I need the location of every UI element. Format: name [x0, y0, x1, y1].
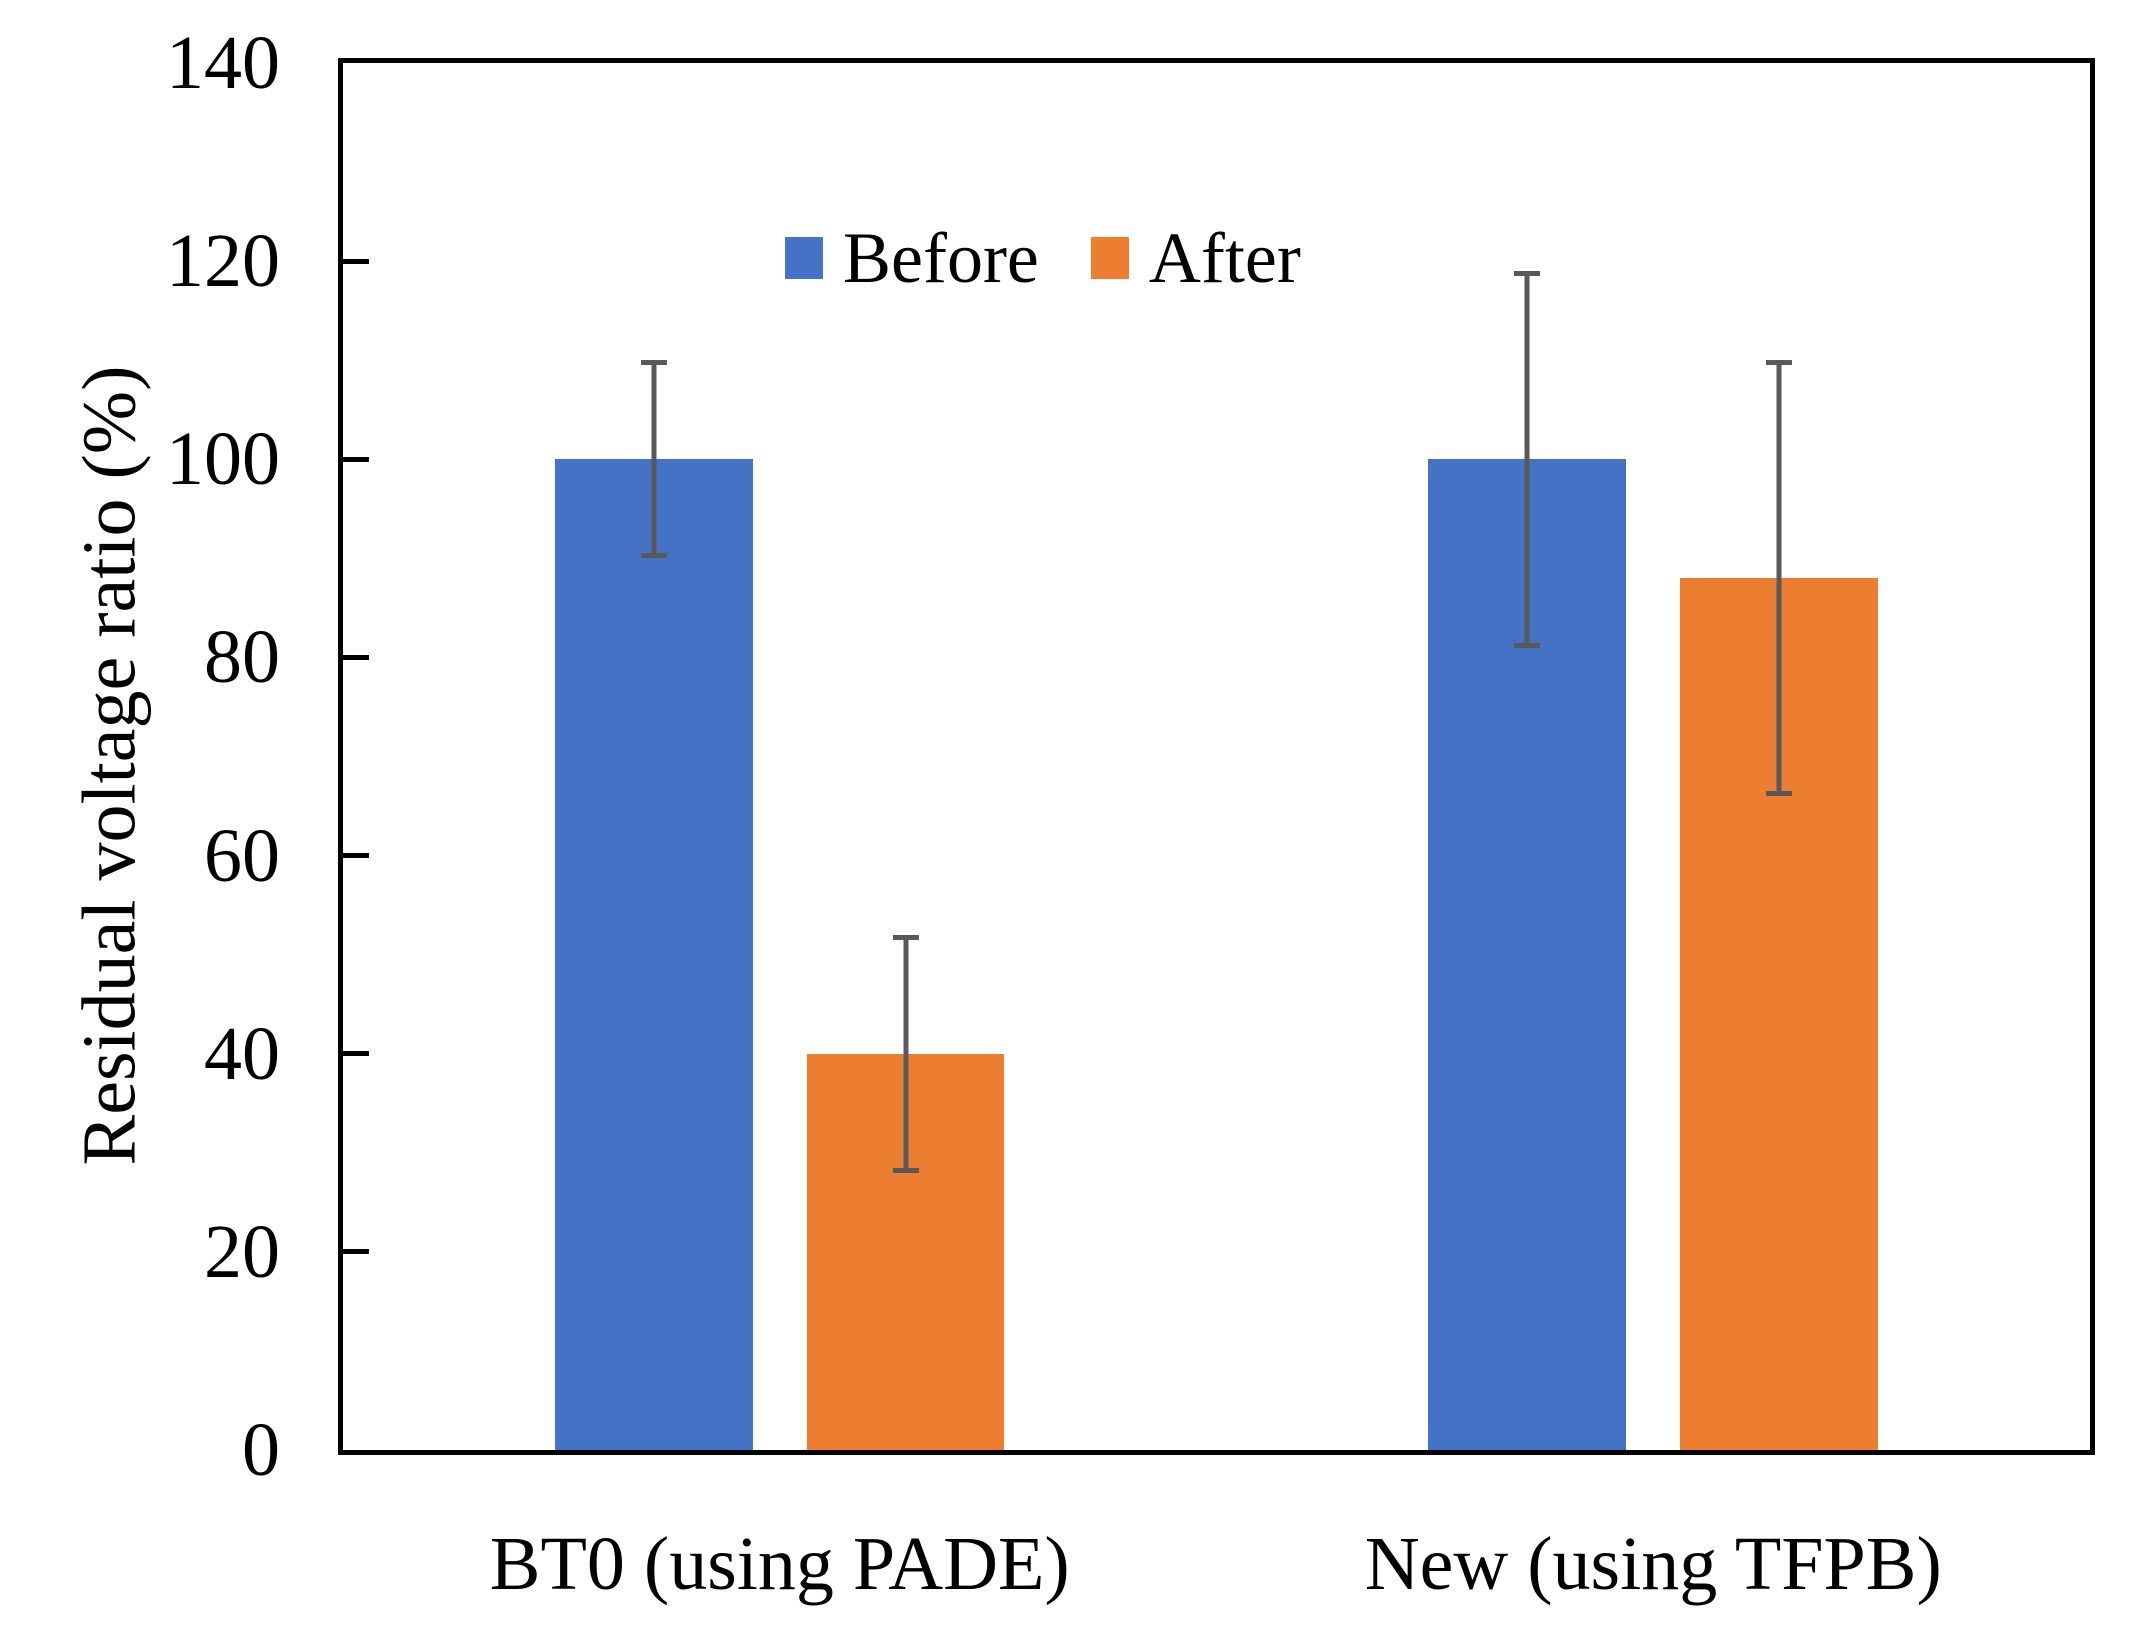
legend-item-after: After [1090, 218, 1301, 298]
y-tick-label: 0 [242, 1408, 280, 1492]
error-bar-cap-top [1514, 271, 1541, 277]
error-bar-cap-bottom [640, 553, 667, 559]
error-bar-cap-bottom [1766, 791, 1793, 797]
y-tick-mark [343, 654, 369, 660]
y-tick-label: 60 [204, 813, 280, 898]
error-bar-line [1776, 360, 1782, 797]
legend-label-after: After [1148, 218, 1301, 298]
error-bar-line [1524, 271, 1530, 648]
y-tick-mark [343, 456, 369, 462]
y-tick-label: 140 [166, 21, 280, 105]
bar-before-1 [554, 459, 753, 1450]
y-tick-mark [343, 258, 369, 264]
y-tick-label: 20 [204, 1209, 280, 1294]
error-bar-after-1 [892, 934, 919, 1173]
error-bar-cap-top [892, 934, 919, 940]
error-bar-cap-bottom [1514, 642, 1541, 648]
plot-area [338, 58, 2095, 1455]
error-bar-before-2 [1514, 271, 1541, 648]
error-bar-line [651, 360, 657, 559]
y-tick-label: 40 [204, 1011, 280, 1096]
y-tick-mark [343, 853, 369, 859]
x-category-label-1: BT0 (using PADE) [489, 1522, 1070, 1606]
y-tick-label: 80 [204, 615, 280, 700]
legend: Before After [785, 218, 1301, 298]
error-bar-cap-bottom [892, 1167, 919, 1173]
legend-swatch-after [1090, 237, 1129, 279]
error-bar-line [903, 934, 909, 1173]
legend-item-before: Before [785, 218, 1039, 298]
error-bar-cap-top [640, 360, 667, 366]
y-tick-label: 120 [166, 219, 280, 304]
y-tick-label: 100 [166, 417, 280, 502]
legend-label-before: Before [843, 218, 1039, 298]
error-bar-cap-top [1766, 360, 1793, 366]
x-category-label-2: New (using TFPB) [1364, 1522, 1942, 1606]
error-bar-after-2 [1766, 360, 1793, 797]
y-tick-mark [343, 1249, 369, 1255]
legend-swatch-before [785, 237, 823, 279]
y-tick-mark [343, 1051, 369, 1057]
error-bar-before-1 [640, 360, 667, 559]
